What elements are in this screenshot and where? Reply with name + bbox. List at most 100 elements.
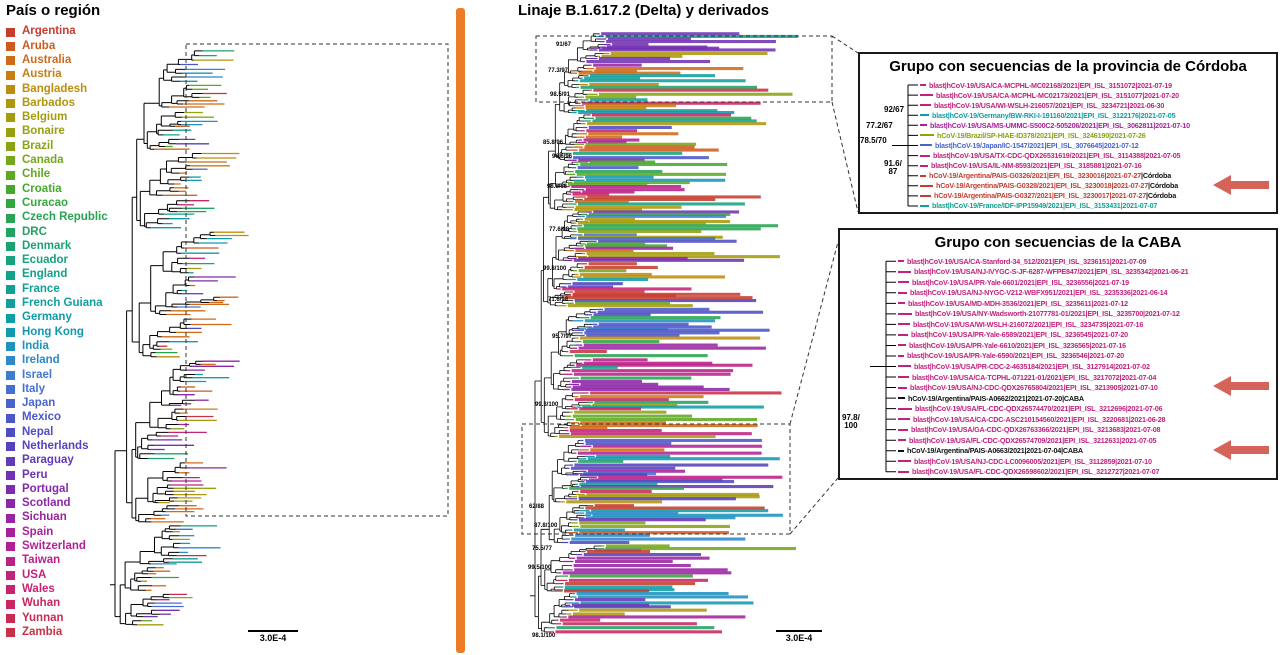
legend-label: Japan (22, 397, 56, 410)
legend-swatch (6, 556, 15, 566)
legend-item: Mexico (6, 411, 184, 425)
legend-item: Germany (6, 311, 184, 325)
legend-label: Denmark (22, 239, 72, 252)
taxon-row: blast|hCoV-19/USA/CA-MCPHL-MC02173/2021|… (920, 90, 1272, 100)
legend-item: Switzerland (6, 540, 184, 554)
taxon-row: blast|hCoV-19/USA/FL-CDC-QDX26574709/202… (898, 435, 1272, 446)
taxon-label: blast|hCoV-19/USA/MS-UMMC-S500C2-505206/… (930, 120, 1190, 130)
legend-label: Barbados (22, 96, 76, 109)
legend-item: USA (6, 568, 184, 582)
legend-swatch (6, 542, 15, 552)
taxon-label: blast|hCoV-19/USA/PR-Yale-6590/2021|EPI_… (907, 351, 1124, 361)
legend-item: Chile (6, 168, 184, 182)
branch-tick (898, 323, 910, 326)
taxon-label: hCoV-19/Argentina/PAIS-A0663/2021|2021-0… (907, 446, 1062, 456)
branch-tick (898, 407, 912, 410)
support-value: 91.6/ 87 (884, 159, 902, 177)
taxon-label: hCoV-19/Argentina/PAIS-A0662/2021|2021-0… (908, 393, 1063, 403)
taxon-row: blast|hCoV-19/Germany/BW-RKI-I-191160/20… (920, 110, 1272, 120)
legend-label: Taiwan (22, 554, 61, 567)
legend-label: Zambia (22, 625, 63, 638)
legend-swatch (6, 84, 15, 94)
taxon-label: hCoV-19/Brazil/SP-HIAE-ID378/2021|EPI_IS… (937, 130, 1146, 140)
branch-support-value: 96.6/96 (552, 154, 573, 160)
legend-label: Wuhan (22, 597, 61, 610)
branch-tick (920, 124, 927, 127)
legend-item: Croatia (6, 182, 184, 196)
branch-support-value: 99.8/100 (543, 266, 567, 272)
support-value: 78.5/70 (860, 136, 887, 145)
location-annotation: |CABA (1062, 393, 1084, 403)
legend-swatch (6, 499, 15, 509)
legend-swatch (6, 528, 15, 538)
location-annotation: |Córdoba (1148, 181, 1178, 191)
legend-swatch (6, 585, 15, 595)
taxon-label: blast|hCoV-19/USA/NY-Wadsworth-21077781-… (915, 309, 1180, 319)
legend-swatch (6, 356, 15, 366)
legend-swatch (6, 99, 15, 109)
taxon-label: blast|hCoV-19/USA/TX-CDC-QDX26531619/202… (933, 151, 1181, 161)
taxon-row: blast|hCoV-19/USA/NJ-IVYGC-S-JF-6287-WFP… (898, 267, 1272, 278)
legend-item: Taiwan (6, 554, 184, 568)
taxon-row: hCoV-19/Argentina/PAIS-G0327/2021|EPI_IS… (920, 191, 1272, 201)
legend-swatch (6, 113, 15, 123)
taxon-row: blast|hCoV-19/USA/PR-Yale-6589/2021|EPI_… (898, 330, 1272, 341)
branch-tick (898, 470, 909, 473)
legend-label: Wales (22, 582, 55, 595)
legend-swatch (6, 127, 15, 137)
taxon-label: blast|hCoV-19/USA/PR-Yale-6589/2021|EPI_… (911, 330, 1128, 340)
legend-item: India (6, 340, 184, 354)
legend-label: Belgium (22, 111, 68, 124)
legend-item: Japan (6, 397, 184, 411)
taxon-row: blast|hCoV-19/USA/PR-Yale-6590/2021|EPI_… (898, 351, 1272, 362)
taxon-row: blast|hCoV-19/Japan/IC-1547/2021|EPI_ISL… (920, 140, 1272, 150)
legend-swatch (6, 413, 15, 423)
legend-swatch (6, 70, 15, 80)
legend-swatch (6, 284, 15, 294)
taxon-label: blast|hCoV-19/France/IDF-IPP15949/2021|E… (932, 201, 1158, 211)
legend-item: Portugal (6, 483, 184, 497)
legend-item: Belgium (6, 111, 184, 125)
legend-swatch (6, 41, 15, 51)
legend-title: País o región (6, 2, 101, 19)
branch-tick (920, 104, 931, 107)
legend-swatch (6, 370, 15, 380)
taxon-row: hCoV-19/Argentina/PAIS-G0326/2021|EPI_IS… (920, 171, 1272, 181)
legend-item: Italy (6, 382, 184, 396)
legend-label: Scotland (22, 497, 71, 510)
taxon-row: blast|hCoV-19/USA/GA-CDC-QDX26763366/202… (898, 424, 1272, 435)
branch-tick (920, 174, 926, 177)
branch-tick (898, 270, 911, 273)
branch-tick (898, 418, 910, 421)
legend-swatch (6, 513, 15, 523)
taxon-label: blast|hCoV-19/USA/CA-MCPHL-MC02173/2021|… (936, 90, 1179, 100)
taxon-row: blast|hCoV-19/USA/NJ-NYGC-V212-WBFX951/2… (898, 288, 1272, 299)
legend-swatch (6, 242, 15, 252)
legend-label: USA (22, 568, 47, 581)
taxon-row: blast|hCoV-19/USA/MD-MDH-3536/2021|EPI_I… (898, 298, 1272, 309)
legend-item: Israel (6, 368, 184, 382)
legend-label: Ireland (22, 354, 60, 367)
taxon-row: blast|hCoV-19/USA/TX-CDC-QDX26531619/202… (920, 151, 1272, 161)
legend-item: Scotland (6, 497, 184, 511)
legend-item: Argentina (6, 25, 184, 39)
legend-item: Bonaire (6, 125, 184, 139)
branch-tick (898, 449, 904, 452)
legend-item: Bangladesh (6, 82, 184, 96)
branch-support-value: 75.5/77 (532, 546, 553, 552)
legend-item: Ireland (6, 354, 184, 368)
taxon-label: blast|hCoV-19/USA/MD-MDH-3536/2021|EPI_I… (908, 298, 1128, 308)
taxon-row: blast|hCoV-19/USA/PR-Yale-6610/2021|EPI_… (898, 340, 1272, 351)
legend-label: France (22, 282, 60, 295)
branch-tick (898, 386, 907, 389)
legend-item: Aruba (6, 39, 184, 53)
taxon-row: blast|hCoV-19/USA/PR-Yale-6601/2021|EPI_… (898, 277, 1272, 288)
taxon-row: blast|hCoV-19/USA/FL-CDC-QDX26574470/202… (898, 403, 1272, 414)
legend-label: Portugal (22, 482, 69, 495)
legend-item: Austria (6, 68, 184, 82)
legend-swatch (6, 199, 15, 209)
scale-bar-left: 3.0E-4 (248, 630, 298, 643)
legend-item: England (6, 268, 184, 282)
taxon-row: hCoV-19/Argentina/PAIS-A0663/2021|2021-0… (898, 445, 1272, 456)
legend-label: French Guiana (22, 297, 103, 310)
